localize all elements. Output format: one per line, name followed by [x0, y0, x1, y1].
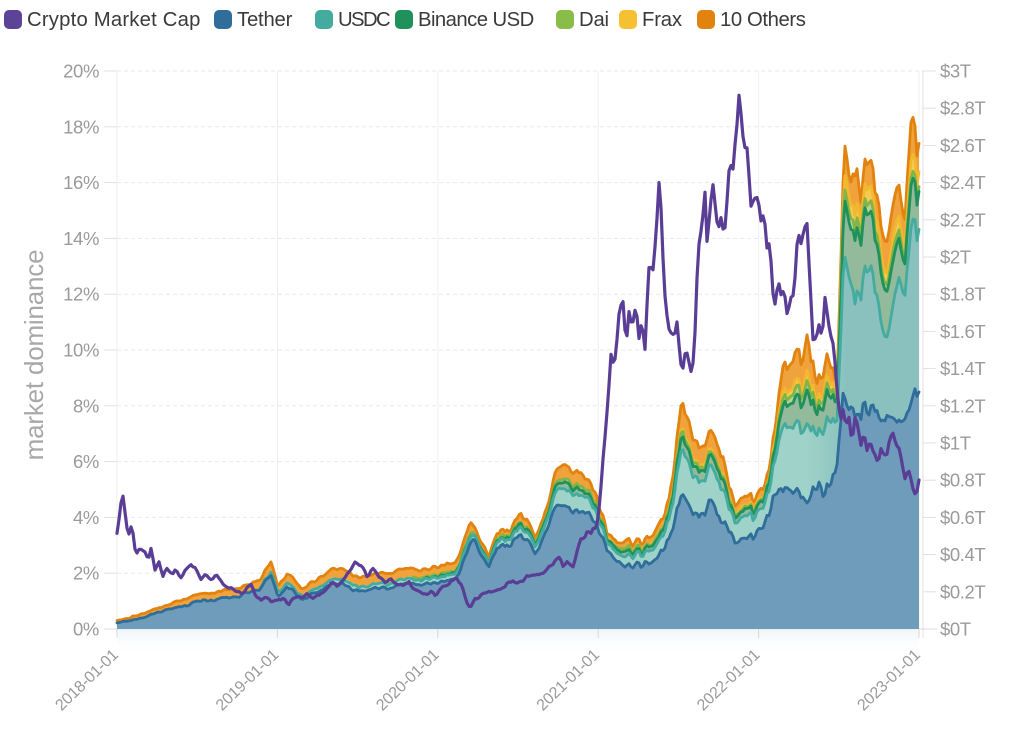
svg-text:$1.8T: $1.8T [940, 284, 985, 305]
svg-text:$1.2T: $1.2T [940, 395, 985, 416]
svg-text:18%: 18% [63, 116, 99, 137]
svg-text:0%: 0% [73, 619, 99, 640]
svg-text:2%: 2% [73, 563, 99, 584]
svg-text:Binance USD: Binance USD [418, 9, 534, 31]
svg-text:$0.2T: $0.2T [940, 581, 985, 602]
svg-text:$2.2T: $2.2T [940, 209, 985, 230]
svg-text:$2.8T: $2.8T [940, 98, 985, 119]
svg-text:$2T: $2T [940, 247, 971, 268]
svg-text:$0.4T: $0.4T [940, 544, 985, 565]
svg-text:$1.4T: $1.4T [940, 358, 985, 379]
svg-text:$0.6T: $0.6T [940, 507, 985, 528]
svg-text:20%: 20% [63, 61, 99, 82]
svg-text:16%: 16% [63, 172, 99, 193]
svg-text:Crypto Market Cap: Crypto Market Cap [27, 9, 201, 31]
svg-text:$0.8T: $0.8T [940, 470, 985, 491]
svg-text:10%: 10% [63, 340, 99, 361]
svg-text:$0T: $0T [940, 619, 971, 640]
svg-text:8%: 8% [73, 395, 99, 416]
svg-text:14%: 14% [63, 228, 99, 249]
svg-text:Dai: Dai [579, 9, 609, 31]
svg-text:6%: 6% [73, 451, 99, 472]
svg-text:$2.6T: $2.6T [940, 135, 985, 156]
svg-text:Frax: Frax [642, 9, 682, 31]
svg-text:$1T: $1T [940, 433, 971, 454]
svg-text:$2.4T: $2.4T [940, 172, 985, 193]
svg-text:$1.6T: $1.6T [940, 321, 985, 342]
svg-text:10 Others: 10 Others [720, 9, 806, 31]
svg-text:USDC: USDC [338, 9, 390, 31]
svg-text:12%: 12% [63, 284, 99, 305]
svg-text:Tether: Tether [237, 9, 293, 31]
svg-text:market dominance: market dominance [19, 250, 49, 461]
svg-text:$3T: $3T [940, 61, 971, 82]
svg-text:4%: 4% [73, 507, 99, 528]
